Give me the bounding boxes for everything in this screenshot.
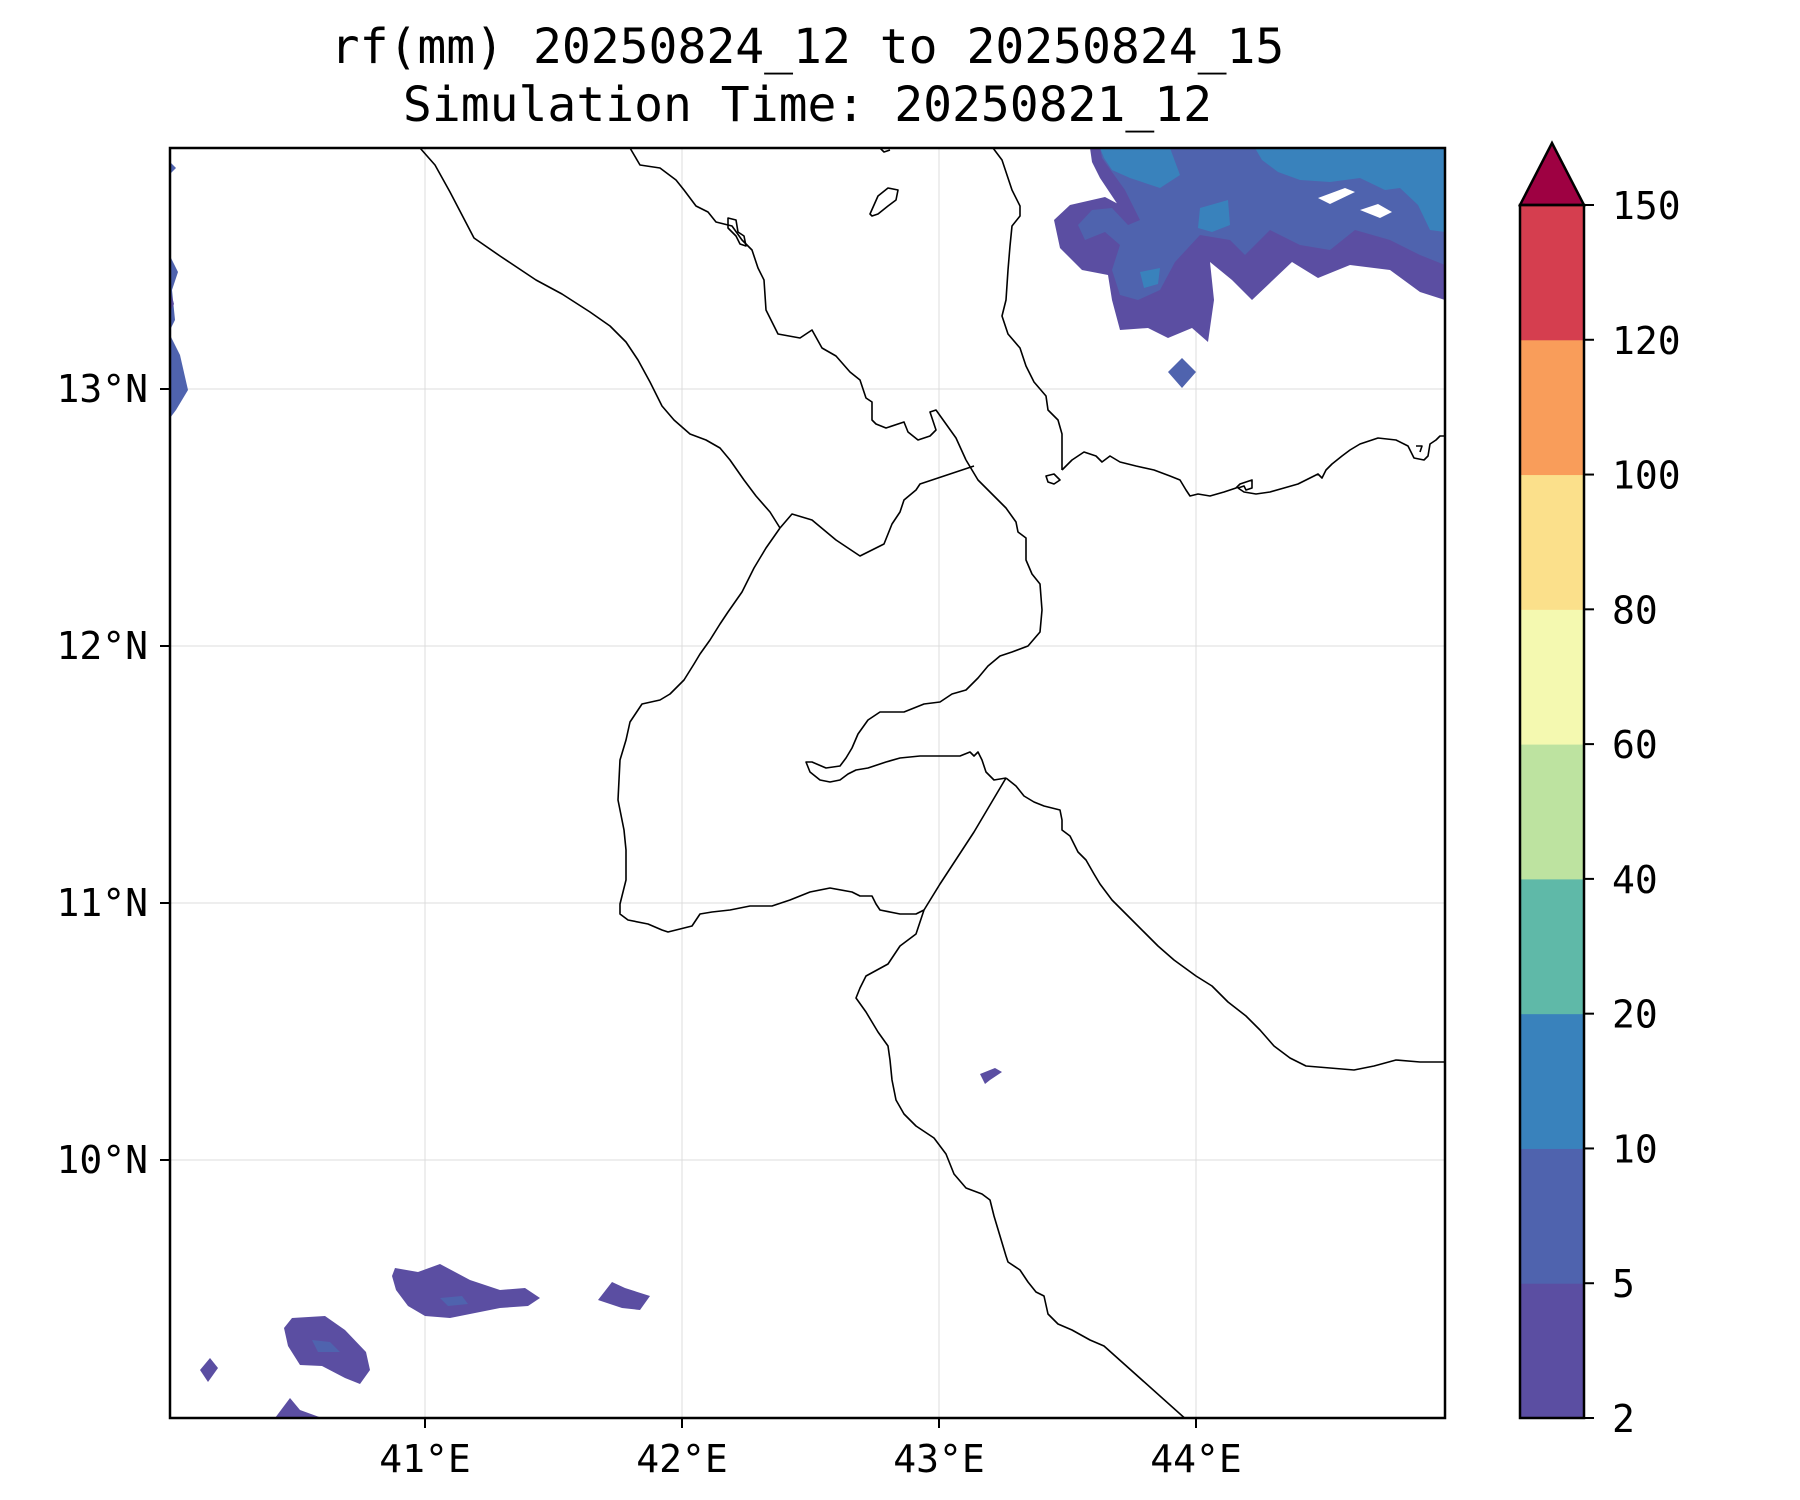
- rain-area-south-2: [598, 1282, 650, 1310]
- rain-area-ne-10mm-b: [1255, 148, 1445, 232]
- colorbar-segment: [1520, 878, 1584, 1015]
- island-small-top: [727, 217, 747, 247]
- colorbar: 2 5 10 20 40 60 80 100 120 150: [1517, 140, 1681, 1441]
- colorbar-tick-label: 2: [1612, 1397, 1635, 1441]
- gridlines: [170, 148, 1445, 1418]
- rain-area-west-3: [170, 335, 188, 418]
- x-tick-label: 43°E: [893, 1437, 985, 1481]
- rain-area-south-3-core: [312, 1340, 340, 1352]
- rain-gap-ne-1: [1318, 188, 1355, 204]
- y-tick-label: 13°N: [56, 367, 148, 411]
- colorbar-segment: [1520, 1148, 1584, 1284]
- island-near-top: [869, 187, 899, 217]
- colorbar-segment: [1520, 609, 1584, 745]
- precipitation-contours: [170, 148, 1445, 1418]
- y-tick-label: 11°N: [56, 881, 148, 925]
- colorbar-frame: [1518, 203, 1586, 1420]
- title-line-2: Simulation Time: 20250821_12: [402, 77, 1213, 133]
- map-frame: [168, 146, 1447, 1420]
- colorbar-tick-label: 20: [1612, 993, 1658, 1037]
- rain-area-ne-diamond: [1168, 358, 1196, 388]
- perim-island: [1045, 473, 1061, 485]
- somaliland-north-coast: [1005, 777, 1445, 1071]
- yemen-west-coast: [992, 148, 1063, 470]
- eritrea-interior-line: [779, 465, 975, 557]
- x-axis: 41°E 42°E 43°E 44°E: [379, 1418, 1242, 1481]
- colorbar-segment: [1520, 339, 1584, 476]
- colorbar-tick-label: 10: [1612, 1127, 1658, 1171]
- colorbar-extend-arrow: [1517, 140, 1587, 207]
- colorbar-tick-label: 80: [1612, 588, 1658, 632]
- y-tick-label: 10°N: [56, 1138, 148, 1182]
- y-tick-label: 12°N: [56, 624, 148, 668]
- x-tick-label: 42°E: [636, 1437, 728, 1481]
- colorbar-segment: [1520, 1013, 1584, 1149]
- djibouti-somalia-border: [855, 777, 1186, 1418]
- colorbar-tick-label: 60: [1612, 723, 1658, 767]
- colorbar-tick-label: 120: [1612, 319, 1681, 363]
- rain-area-west-2: [170, 256, 178, 330]
- rain-area-ne-5mm: [1078, 148, 1445, 300]
- rain-gap-ne-2: [1360, 204, 1392, 218]
- rain-area-south-1: [392, 1264, 540, 1318]
- rain-area-ne-10mm-c: [1198, 200, 1230, 232]
- colorbar-tick-label: 150: [1612, 184, 1681, 228]
- island-top-right: [879, 148, 891, 153]
- rain-area-central: [980, 1068, 1002, 1084]
- x-tick-label: 44°E: [1150, 1437, 1242, 1481]
- colorbar-tick-label: 100: [1612, 454, 1681, 498]
- eritrea-djibouti-coast: [805, 459, 1043, 783]
- title-line-1: rf(mm) 20250824_12 to 20250824_15: [330, 19, 1285, 75]
- colorbar-segment: [1520, 205, 1584, 341]
- rain-area-south-5: [275, 1398, 322, 1418]
- rain-area-south-1-core: [440, 1296, 468, 1306]
- y-axis: 13°N 12°N 11°N 10°N: [56, 367, 170, 1182]
- colorbar-tick-label: 40: [1612, 858, 1658, 902]
- coastlines-and-borders: [419, 148, 1445, 1418]
- rain-area-ne-10mm-d: [1140, 268, 1160, 288]
- yemen-south-coast: [1061, 435, 1445, 497]
- rain-area-west-1: [170, 162, 176, 174]
- colorbar-tick-label: 5: [1612, 1262, 1635, 1306]
- ethiopia-djibouti-border: [617, 527, 925, 933]
- rain-area-south-4: [200, 1358, 218, 1382]
- rain-area-ne-10mm: [1100, 148, 1180, 188]
- colorbar-segment: [1520, 744, 1584, 880]
- red-sea-west-coastline: [629, 148, 967, 461]
- yemen-coast-small: [1416, 445, 1423, 453]
- chart-title: rf(mm) 20250824_12 to 20250824_15 Simula…: [170, 18, 1445, 134]
- colorbar-segment: [1520, 1283, 1584, 1419]
- x-tick-label: 41°E: [379, 1437, 471, 1481]
- ethiopia-eritrea-border: [419, 148, 781, 529]
- colorbar-segment: [1520, 474, 1584, 610]
